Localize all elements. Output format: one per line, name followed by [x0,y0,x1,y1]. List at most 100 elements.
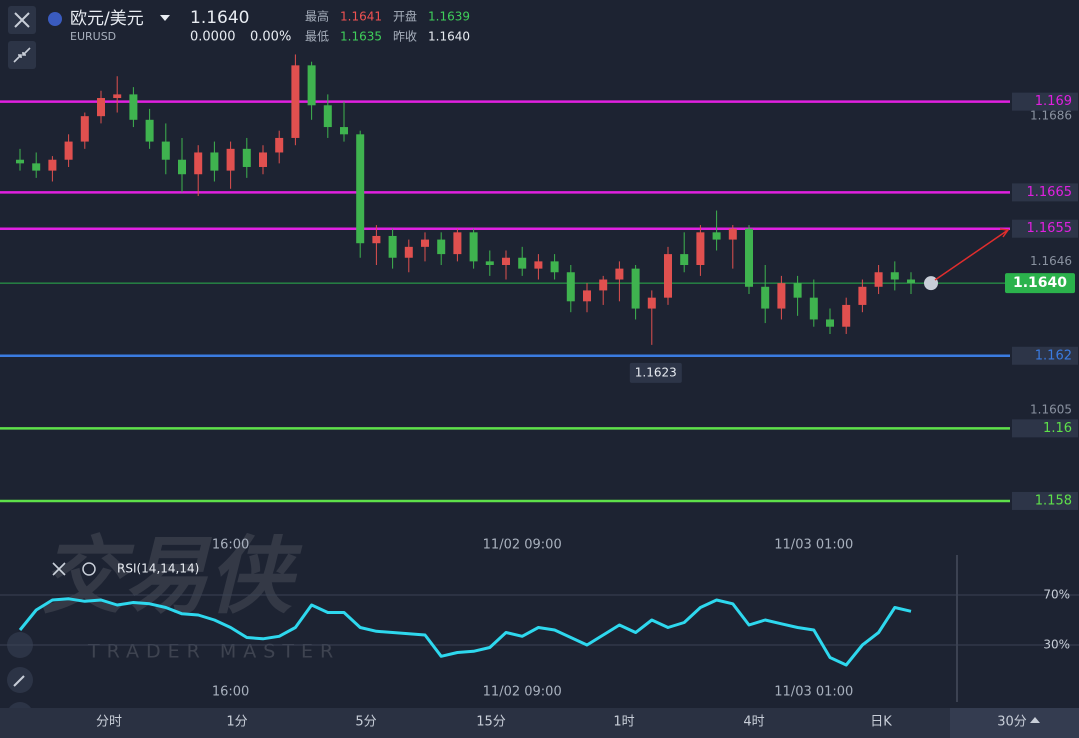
candle-body [64,141,73,160]
candle-body [680,254,689,265]
x-tick-label: 11/03 01:00 [774,538,853,553]
candle-body [826,319,834,327]
level-label-bg [1012,346,1078,365]
y-tick-label: 1.1646 [1030,254,1072,268]
symbol: EURUSD [70,30,116,43]
candle-body [890,272,899,280]
x-tick-label: 16:00 [212,538,249,553]
candle-body [307,65,316,106]
stat-label: 昨收 [393,30,417,44]
tab[interactable]: 1时 [613,715,634,730]
level-label: 1.1655 [1027,221,1073,236]
tab[interactable]: 15分 [476,715,506,730]
candle-body [356,134,365,244]
x-tick-label: 11/02 09:00 [483,538,562,553]
price: 1.1640 [190,8,249,28]
candle-body [453,232,462,255]
flag [48,12,62,26]
x-tick-label: 16:00 [212,685,249,700]
candle-body [388,235,397,258]
watermark-subtitle: TRADER MASTER [87,641,340,663]
candle-body [80,116,89,142]
stat-value: 1.1635 [340,30,382,44]
level-label: 1.169 [1035,94,1072,109]
tab[interactable]: 1分 [226,715,247,730]
candle-body [323,105,332,128]
candle-body [340,127,348,135]
candle-body [275,137,284,153]
candle-body [178,159,186,175]
candle-body [631,268,640,309]
candle-body [194,152,203,175]
y-tick-label: 1.1605 [1030,403,1072,417]
button-bg [8,41,36,69]
close-button[interactable] [8,6,36,34]
stat-value: 1.1639 [428,10,470,24]
dropdown-icon[interactable] [160,15,170,21]
change-pct: 0.00% [250,30,291,45]
tab[interactable]: 30分 [997,715,1027,730]
candle-body [113,94,122,99]
candle-body [485,261,494,265]
candle-body [97,98,105,117]
candle-body [793,283,802,298]
candle-body [291,65,300,138]
level-label: 1.1665 [1027,185,1073,200]
candle-body [32,163,41,171]
candle-body [421,239,429,247]
candle-body [372,235,381,244]
candle-body [259,152,267,167]
candle-body [518,257,527,269]
candle-body [696,232,705,265]
candle-body [469,232,478,262]
info-marker[interactable] [924,276,938,291]
candle-body [242,148,251,167]
last-price-label: 1.1640 [1013,275,1067,291]
icon [13,675,25,687]
rsi-line [18,597,912,667]
rsi-settings[interactable] [82,562,96,576]
candle-body [566,272,575,302]
candle-body [226,148,235,171]
level-label-bg [1012,183,1078,202]
level-label-bg [1012,491,1078,510]
trend-arrow [934,228,1010,281]
rsi-tick-label: 30% [1043,638,1070,652]
level-label-bg [1012,219,1078,238]
level-label-bg [1012,92,1078,111]
rsi-tick-label: 70% [1043,588,1070,602]
candle-body [874,272,883,287]
stat-value: 1.1641 [340,10,382,24]
candle-body [534,261,543,269]
candle-body [129,94,138,120]
tab-arrow [1030,717,1040,723]
tab[interactable]: 4时 [743,715,764,730]
candle-body [210,152,219,171]
candle-body [145,119,154,142]
tab[interactable]: 分时 [96,715,122,730]
candle-body [712,232,721,240]
candle-body [647,297,656,309]
candle-body [615,268,624,280]
candle-body [761,286,770,309]
candle-body [161,141,170,160]
level-label-bg [1012,419,1078,438]
level-label: 1.162 [1035,348,1072,363]
candle-body [664,254,672,298]
stat-label: 最低 [305,30,329,44]
candle-body [907,279,915,284]
candle-body [599,279,608,291]
low-marker-label: 1.1623 [635,365,677,379]
candle-body [858,286,867,305]
stat-label: 开盘 [393,9,417,24]
tab-bar [0,708,1079,738]
y-tick-label: 1.1686 [1030,109,1072,123]
rsi-close[interactable] [52,562,66,576]
shrink-button[interactable] [8,41,36,69]
last-price-bg [1005,273,1075,294]
tab[interactable]: 5分 [355,715,376,730]
tab[interactable]: 日K [870,715,892,730]
